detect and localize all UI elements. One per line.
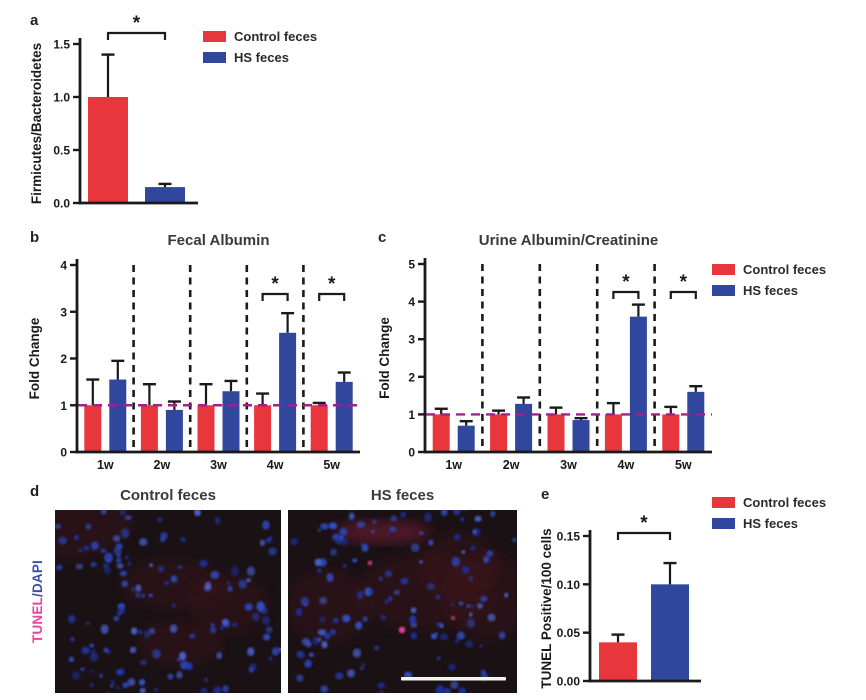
legend-item-hs: HS feces [712,516,826,531]
legend-item-hs: HS feces [712,283,826,298]
svg-text:3w: 3w [210,458,227,472]
svg-text:0.05: 0.05 [557,626,581,640]
fecal-albumin-chart: Fecal Albumin Fold Change 1w 2w 3w 4w 5w * * 0 1 2 3… [27,232,360,472]
svg-text:*: * [680,272,688,293]
svg-text:4w: 4w [267,458,284,472]
svg-text:3: 3 [408,333,415,347]
control-swatch-icon [712,497,735,508]
svg-text:4: 4 [60,259,67,273]
hs-feces-micrograph [288,510,517,693]
micrograph-title-hs: HS feces [370,487,435,504]
hs-swatch-icon [712,285,735,296]
firmicutes-bacteroidetes-chart: Firmicutes/Bacteroidetes * 0.0 0.5 1.0 1.5 [29,13,198,211]
svg-text:5: 5 [408,258,415,272]
svg-text:3w: 3w [560,458,577,472]
tunel-dapi-axis-label: TUNEL/DAPI [30,510,50,693]
legend-label-hs: HS feces [743,516,798,531]
legend-panel-e: Control feces HS feces [712,495,826,531]
svg-text:TUNEL Positive/100 cells: TUNEL Positive/100 cells [539,528,554,688]
tunel-label: TUNEL [30,597,45,644]
legend-item-control: Control feces [712,495,826,510]
legend-label-control: Control feces [234,29,318,44]
svg-text:1.0: 1.0 [53,91,70,105]
svg-text:1w: 1w [445,458,462,472]
svg-text:0.5: 0.5 [53,144,70,158]
svg-text:0: 0 [408,446,415,460]
legend-item-control: Control feces [712,262,826,277]
panel-letter-e: e [541,486,550,503]
svg-text:5w: 5w [323,458,340,472]
legend-item-hs: HS feces [203,50,317,65]
svg-text:*: * [133,13,141,34]
svg-text:Firmicutes/Bacteroidetes: Firmicutes/Bacteroidetes [29,43,44,204]
svg-text:*: * [640,513,648,534]
svg-text:0: 0 [60,446,67,460]
control-swatch-icon [203,31,226,42]
svg-text:1w: 1w [97,458,114,472]
svg-text:0.15: 0.15 [557,530,581,544]
svg-text:0.00: 0.00 [557,675,581,689]
hs-swatch-icon [712,518,735,529]
svg-text:5w: 5w [675,458,692,472]
legend-panel-a: Control feces HS feces [203,29,317,65]
svg-text:Fecal Albumin: Fecal Albumin [168,232,270,249]
svg-text:2: 2 [60,352,67,366]
svg-text:2w: 2w [154,458,171,472]
svg-text:1: 1 [60,399,67,413]
svg-text:3: 3 [60,305,67,319]
tunel-positive-chart: TUNEL Positive/100 cells * 0.00 0.05 0.10 0.1… [539,513,701,689]
svg-text:*: * [328,274,336,295]
svg-text:Fold Change: Fold Change [377,317,392,399]
legend-label-control: Control feces [743,495,827,510]
svg-text:Urine Albumin/Creatinine: Urine Albumin/Creatinine [479,232,658,249]
svg-text:4w: 4w [618,458,635,472]
hs-swatch-icon [203,52,226,63]
urine-albumin-creatinine-chart: Urine Albumin/Creatinine Fold Change 1w 2w 3… [377,232,712,472]
legend-label-hs: HS feces [743,283,798,298]
legend-panel-c: Control feces HS feces [712,262,826,298]
legend-label-control: Control feces [743,262,827,277]
panel-letter-b: b [30,229,40,246]
svg-text:0.0: 0.0 [53,197,70,211]
control-feces-micrograph [55,510,281,693]
svg-text:2: 2 [408,370,415,384]
svg-text:4: 4 [408,295,415,309]
svg-text:1.5: 1.5 [53,38,70,52]
svg-text:Fold Change: Fold Change [27,317,42,399]
svg-text:0.10: 0.10 [557,578,581,592]
micrograph-title-control: Control feces [120,487,216,504]
panel-letter-a: a [30,12,39,29]
panel-letter-c: c [378,229,387,246]
svg-text:*: * [271,274,279,295]
svg-text:*: * [622,272,630,293]
legend-item-control: Control feces [203,29,317,44]
svg-text:1: 1 [408,408,415,422]
svg-text:2w: 2w [503,458,520,472]
dapi-label: /DAPI [30,560,45,598]
control-swatch-icon [712,264,735,275]
legend-label-hs: HS feces [234,50,289,65]
panel-letter-d: d [30,483,40,500]
